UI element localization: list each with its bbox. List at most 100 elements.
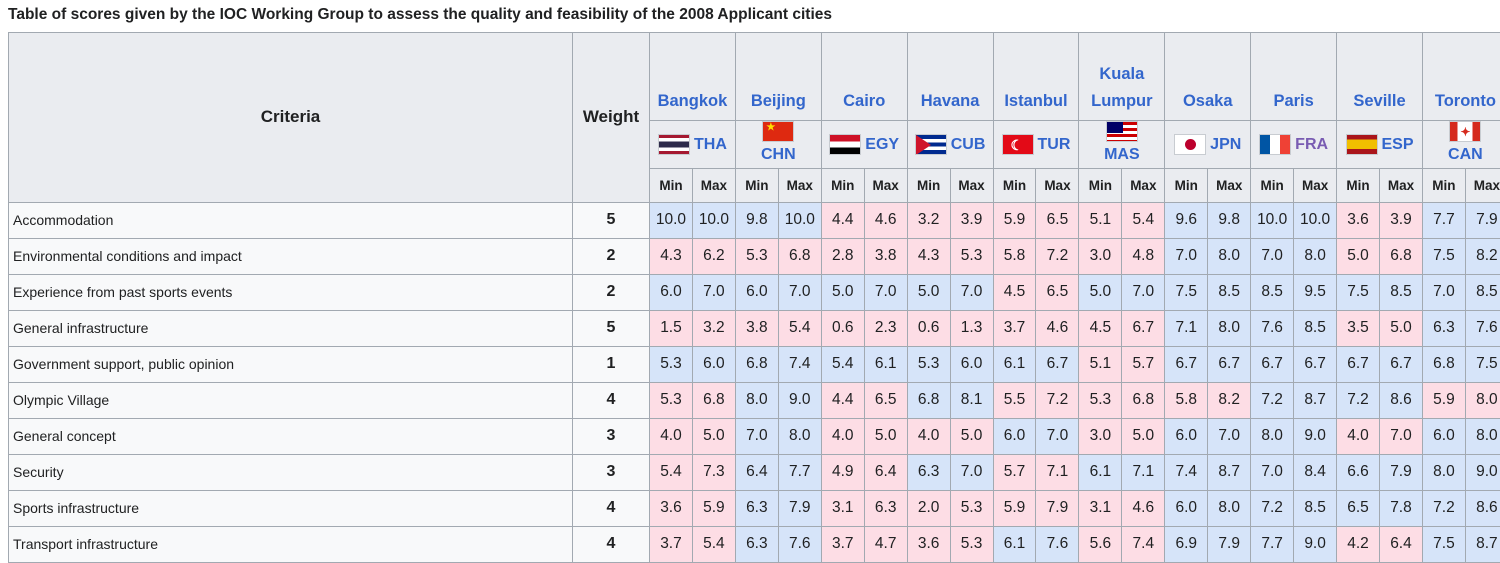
criteria-cell: Experience from past sports events: [9, 274, 573, 310]
max-score-cell: 6.7: [1036, 346, 1079, 382]
country-cell[interactable]: CUB: [907, 121, 993, 169]
min-score-cell: 5.4: [650, 454, 693, 490]
min-score-cell: 4.9: [821, 454, 864, 490]
max-score-cell: 8.5: [1208, 274, 1251, 310]
min-score-cell: 6.8: [735, 346, 778, 382]
country-code-link[interactable]: CHN: [761, 146, 796, 163]
max-header: Max: [1465, 168, 1500, 202]
country-cell[interactable]: EGY: [821, 121, 907, 169]
max-score-cell: 7.4: [778, 346, 821, 382]
max-score-cell: 7.9: [778, 490, 821, 526]
min-score-cell: 6.3: [1422, 310, 1465, 346]
max-score-cell: 9.8: [1208, 202, 1251, 238]
city-link[interactable]: Kuala Lumpur: [1079, 33, 1165, 121]
min-score-cell: 3.1: [1079, 490, 1122, 526]
country-cell[interactable]: TUR: [993, 121, 1079, 169]
max-score-cell: 8.5: [1465, 274, 1500, 310]
country-code-link[interactable]: MAS: [1104, 146, 1140, 163]
min-score-cell: 5.7: [993, 454, 1036, 490]
city-link[interactable]: Paris: [1251, 33, 1337, 121]
max-score-cell: 6.7: [1294, 346, 1337, 382]
country-cell[interactable]: ESP: [1337, 121, 1423, 169]
criteria-cell: Sports infrastructure: [9, 490, 573, 526]
min-score-cell: 6.0: [735, 274, 778, 310]
flag-malaysia-icon: [1106, 121, 1138, 142]
country-code-link[interactable]: FRA: [1295, 136, 1328, 153]
country-cell[interactable]: FRA: [1251, 121, 1337, 169]
criteria-header: Criteria: [9, 33, 573, 203]
min-score-cell: 4.0: [1337, 418, 1380, 454]
country-code-link[interactable]: ESP: [1382, 136, 1414, 153]
min-score-cell: 4.5: [993, 274, 1036, 310]
criteria-cell: Transport infrastructure: [9, 526, 573, 562]
city-link[interactable]: Seville: [1337, 33, 1423, 121]
max-score-cell: 8.0: [1208, 238, 1251, 274]
country-code-link[interactable]: JPN: [1210, 136, 1241, 153]
weight-cell: 5: [573, 202, 650, 238]
city-link[interactable]: Havana: [907, 33, 993, 121]
min-score-cell: 3.6: [907, 526, 950, 562]
min-score-cell: 3.0: [1079, 418, 1122, 454]
country-code-link[interactable]: EGY: [865, 136, 899, 153]
max-score-cell: 7.0: [950, 274, 993, 310]
flag-spain-icon: [1346, 134, 1378, 155]
max-score-cell: 7.5: [1465, 346, 1500, 382]
min-score-cell: 5.9: [993, 202, 1036, 238]
min-score-cell: 1.5: [650, 310, 693, 346]
min-score-cell: 8.0: [1251, 418, 1294, 454]
city-link[interactable]: Bangkok: [650, 33, 736, 121]
min-score-cell: 7.0: [735, 418, 778, 454]
min-score-cell: 5.3: [1079, 382, 1122, 418]
min-score-cell: 10.0: [1251, 202, 1294, 238]
country-cell[interactable]: CHN: [735, 121, 821, 169]
max-score-cell: 6.3: [864, 490, 907, 526]
max-score-cell: 7.6: [1036, 526, 1079, 562]
min-score-cell: 6.0: [993, 418, 1036, 454]
max-score-cell: 8.0: [1294, 238, 1337, 274]
min-score-cell: 3.6: [650, 490, 693, 526]
min-header: Min: [993, 168, 1036, 202]
max-score-cell: 8.6: [1380, 382, 1423, 418]
min-score-cell: 5.8: [1165, 382, 1208, 418]
city-link[interactable]: Istanbul: [993, 33, 1079, 121]
country-code-link[interactable]: CAN: [1448, 146, 1483, 163]
country-code-link[interactable]: CUB: [951, 136, 986, 153]
min-score-cell: 5.3: [650, 382, 693, 418]
min-score-cell: 6.7: [1337, 346, 1380, 382]
city-link[interactable]: Cairo: [821, 33, 907, 121]
max-score-cell: 8.6: [1465, 490, 1500, 526]
min-score-cell: 7.0: [1165, 238, 1208, 274]
min-score-cell: 2.8: [821, 238, 864, 274]
weight-header: Weight: [573, 33, 650, 203]
country-cell[interactable]: THA: [650, 121, 736, 169]
min-score-cell: 5.8: [993, 238, 1036, 274]
min-score-cell: 3.7: [993, 310, 1036, 346]
max-score-cell: 8.7: [1208, 454, 1251, 490]
max-score-cell: 7.0: [1208, 418, 1251, 454]
min-score-cell: 6.0: [650, 274, 693, 310]
country-cell[interactable]: MAS: [1079, 121, 1165, 169]
city-link[interactable]: Beijing: [735, 33, 821, 121]
max-score-cell: 6.4: [864, 454, 907, 490]
city-link[interactable]: Osaka: [1165, 33, 1251, 121]
country-cell[interactable]: CAN: [1422, 121, 1500, 169]
max-score-cell: 8.0: [1465, 382, 1500, 418]
country-code-link[interactable]: THA: [694, 136, 727, 153]
min-score-cell: 4.3: [650, 238, 693, 274]
max-score-cell: 8.1: [950, 382, 993, 418]
min-score-cell: 7.2: [1337, 382, 1380, 418]
country-cell[interactable]: JPN: [1165, 121, 1251, 169]
max-header: Max: [1294, 168, 1337, 202]
min-score-cell: 8.0: [735, 382, 778, 418]
min-score-cell: 7.5: [1422, 238, 1465, 274]
country-code-link[interactable]: TUR: [1038, 136, 1071, 153]
max-score-cell: 3.9: [1380, 202, 1423, 238]
min-header: Min: [1079, 168, 1122, 202]
min-score-cell: 8.5: [1251, 274, 1294, 310]
city-link[interactable]: Toronto: [1422, 33, 1500, 121]
